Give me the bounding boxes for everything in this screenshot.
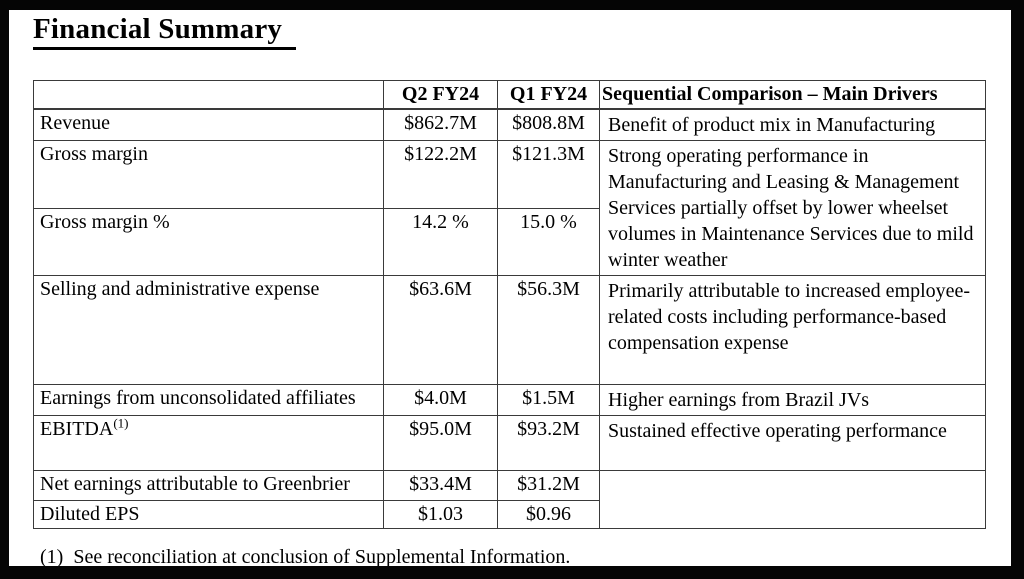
- table-row-diluted-eps: Diluted EPS $1.03 $0.96: [33, 499, 986, 529]
- cell-comment: Sustained effective operating performanc…: [599, 414, 986, 471]
- cell-comment: Benefit of product mix in Manufacturing: [599, 108, 986, 141]
- financial-summary-table: Q2 FY24 Q1 FY24 Sequential Comparison – …: [33, 80, 986, 529]
- footnote-text: See reconciliation at conclusion of Supp…: [73, 546, 571, 568]
- footnote-marker: (1): [40, 546, 64, 568]
- row-label: Net earnings attributable to Greenbrier: [33, 469, 384, 501]
- row-label: Gross margin: [33, 139, 384, 209]
- cell-comment-empty-merged: [599, 469, 986, 529]
- row-label: EBITDA(1): [33, 414, 384, 471]
- column-header-q2-fy24: Q2 FY24: [383, 80, 498, 110]
- row-label: Selling and administrative expense: [33, 274, 384, 385]
- cell-q1-value: $121.3M: [497, 139, 600, 209]
- row-label: Gross margin %: [33, 207, 384, 276]
- cell-q2-value: $95.0M: [383, 414, 498, 471]
- row-label: Earnings from unconsolidated affiliates: [33, 383, 384, 416]
- table-row-gross-margin-pct: Gross margin % 14.2 % 15.0 %: [33, 207, 986, 276]
- cell-q1-value: $1.5M: [497, 383, 600, 416]
- row-label: Revenue: [33, 108, 384, 141]
- cell-q1-value: $808.8M: [497, 108, 600, 141]
- cell-q2-value: 14.2 %: [383, 207, 498, 276]
- cell-q2-value: $1.03: [383, 499, 498, 529]
- table-row-revenue: Revenue $862.7M $808.8M Benefit of produ…: [33, 108, 986, 141]
- cell-comment: Primarily attributable to increased empl…: [599, 274, 986, 385]
- cell-comment-merged: Strong operating performance in Manufact…: [599, 139, 986, 276]
- table-row-selling-admin-expense: Selling and administrative expense $63.6…: [33, 274, 986, 385]
- cell-comment: Higher earnings from Brazil JVs: [599, 383, 986, 416]
- cell-q1-value: 15.0 %: [497, 207, 600, 276]
- table-row-gross-margin: Gross margin $122.2M $121.3M Strong oper…: [33, 139, 986, 276]
- column-header-sequential-comparison: Sequential Comparison – Main Drivers: [599, 80, 986, 110]
- column-header-metric: [33, 80, 384, 110]
- table-row-net-earnings: Net earnings attributable to Greenbrier …: [33, 469, 986, 529]
- cell-q2-value: $63.6M: [383, 274, 498, 385]
- row-label: Diluted EPS: [33, 499, 384, 529]
- footnote-reference: (1): [113, 415, 129, 430]
- cell-q2-value: $862.7M: [383, 108, 498, 141]
- row-label-text: EBITDA: [40, 417, 114, 440]
- cell-q2-value: $122.2M: [383, 139, 498, 209]
- page-title: Financial Summary: [33, 13, 297, 50]
- cell-q2-value: $33.4M: [383, 469, 498, 501]
- cell-q2-value: $4.0M: [383, 383, 498, 416]
- table-row-earnings-unconsolidated-affiliates: Earnings from unconsolidated affiliates …: [33, 383, 986, 416]
- cell-q1-value: $0.96: [497, 499, 600, 529]
- cell-q1-value: $56.3M: [497, 274, 600, 385]
- table-row-ebitda: EBITDA(1) $95.0M $93.2M Sustained effect…: [33, 414, 986, 471]
- cell-q1-value: $31.2M: [497, 469, 600, 501]
- column-header-q1-fy24: Q1 FY24: [497, 80, 600, 110]
- table-header-row: Q2 FY24 Q1 FY24 Sequential Comparison – …: [33, 80, 986, 110]
- cell-q1-value: $93.2M: [497, 414, 600, 471]
- footnote: (1) See reconciliation at conclusion of S…: [40, 546, 571, 568]
